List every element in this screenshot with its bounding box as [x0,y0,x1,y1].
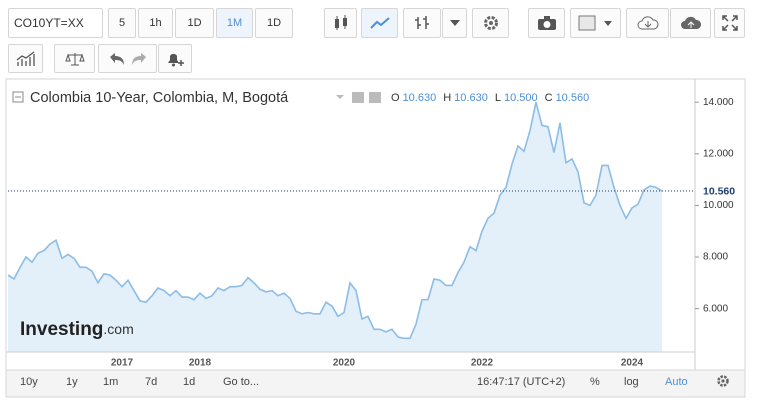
interval-button-active[interactable]: 1M [216,8,253,38]
icon [578,15,612,31]
line [7,101,663,340]
ohlc-key: O [391,92,400,104]
settings-icon[interactable] [352,92,364,103]
icon [415,16,429,29]
icon [449,20,460,26]
icon [537,16,556,30]
settings-icon[interactable] [369,92,381,103]
type-dropdown[interactable] [442,8,467,38]
icon [334,15,347,30]
undo-redo[interactable] [98,44,157,73]
ohlc-key: H [443,92,451,104]
fullscreen-button[interactable] [714,8,745,38]
ohlc-value: 10.630 [403,92,437,104]
cloud-download[interactable] [626,8,669,38]
title-dropdown[interactable] [336,95,344,99]
interval-button[interactable]: 1D [255,8,293,38]
y-tick-label: 14.000 [703,97,734,108]
x-tick-label: 2020 [333,358,356,369]
x-tick-label: 2017 [111,358,134,369]
icon [64,52,85,65]
icon [717,375,729,387]
indicators-button[interactable] [8,44,43,73]
y-tick-label: 8.000 [703,252,728,263]
percent-toggle[interactable]: % [590,376,600,388]
log-toggle[interactable]: log [624,376,639,388]
line-button[interactable] [361,8,398,38]
x-tick-label: 2022 [471,358,494,369]
color-button[interactable] [570,8,621,38]
clock: 16:47:17 (UTC+2) [477,376,566,388]
range-button[interactable]: 1y [66,376,78,388]
symbol-input[interactable]: CO10YT=XX [8,8,103,38]
y-tick-label: 12.000 [703,148,734,159]
ohlc: O 10.630 H 10.630 L 10.500 C 10.560 [391,92,589,104]
icon [16,50,35,66]
candles-button[interactable] [324,8,357,38]
icon [483,16,498,30]
range-button[interactable]: 10y [20,376,38,388]
range-button[interactable]: 1m [103,376,119,388]
ohlc-value: 10.630 [454,92,488,104]
compare-button[interactable] [54,44,95,73]
icon [637,16,659,30]
axis-settings[interactable] [716,374,730,391]
x-tick-label: 2024 [621,358,644,369]
goto-button[interactable]: Go to... [223,376,260,388]
camera-button[interactable] [528,8,565,38]
x-tick-label: 2018 [189,358,212,369]
chart-title: Colombia 10-Year, Colombia, M, Bogotá [30,90,289,106]
interval-button[interactable]: 5 [108,8,136,38]
price-tag [696,182,744,199]
logo: Investing.com [20,319,134,340]
interval-button[interactable]: 1D [175,8,214,38]
logo-suffix: .com [103,321,133,337]
ohlc-value: 10.500 [504,92,538,104]
ohlc-value: 10.560 [556,92,590,104]
icon [721,15,738,31]
icon [168,53,184,66]
cloud-upload[interactable] [670,8,711,38]
bars-button[interactable] [403,8,441,38]
price-label: 10.560 [703,186,735,198]
interval-button[interactable]: 1h [138,8,173,38]
settings-button[interactable] [472,8,509,38]
auto-toggle[interactable]: Auto [665,376,688,388]
alert-button[interactable] [158,44,192,73]
icon [680,16,701,29]
bottom-bar [5,369,746,398]
icon [109,52,146,65]
icon [369,17,390,29]
collapse-icon[interactable] [12,91,24,103]
range-button[interactable]: 1d [183,376,196,388]
y-tick-label: 6.000 [703,303,728,314]
area [8,102,662,353]
logo-main: Investing [20,319,103,340]
ohlc-key: C [545,92,553,104]
ohlc-key: L [495,92,501,104]
y-tick-label: 10.000 [703,200,734,211]
range-button[interactable]: 7d [145,376,158,388]
